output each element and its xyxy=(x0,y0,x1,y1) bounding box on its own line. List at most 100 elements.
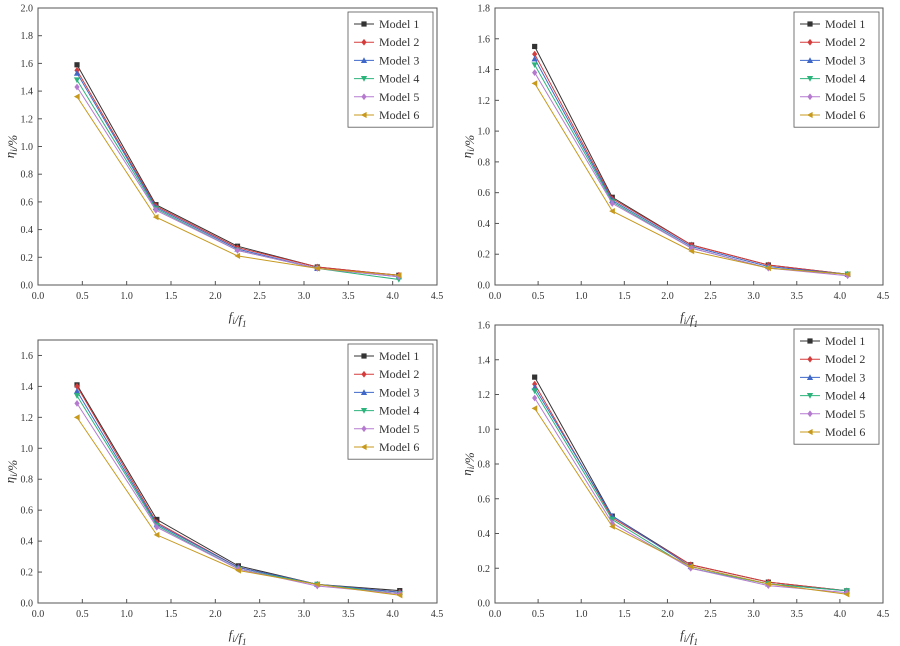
legend-swatch-marker xyxy=(806,393,814,399)
legend: Model 1 Model 2 Model 3 Model 4 Model 5 Model… xyxy=(347,11,434,128)
x-tick-label: 1.5 xyxy=(618,609,631,620)
y-tick-label: 0.4 xyxy=(478,529,491,540)
y-axis-label: ηi/% xyxy=(459,452,477,476)
legend-label: Model 5 xyxy=(379,90,419,104)
x-tick-label: 3.5 xyxy=(342,291,355,302)
legend-label: Model 6 xyxy=(825,108,865,122)
x-tick-label: 4.0 xyxy=(386,291,399,302)
y-tick-label: 1.4 xyxy=(478,355,491,366)
legend-swatch-marker xyxy=(361,93,367,101)
x-axis-label: fi/f1 xyxy=(680,627,698,646)
legend-swatch-marker xyxy=(806,428,813,436)
y-tick-label: 0.2 xyxy=(478,250,491,261)
x-tick-label: 2.0 xyxy=(661,291,674,302)
y-tick-label: 0.8 xyxy=(21,475,34,486)
y-tick-label: 0.2 xyxy=(21,253,34,264)
x-tick-label: 1.5 xyxy=(165,609,178,620)
x-tick-label: 2.0 xyxy=(661,609,674,620)
x-tick-label: 3.0 xyxy=(747,291,760,302)
data-point-model-5 xyxy=(153,206,159,214)
y-tick-label: 1.0 xyxy=(21,142,34,153)
y-tick-label: 0.2 xyxy=(21,568,34,579)
y-tick-label: 0.6 xyxy=(21,506,34,517)
x-tick-label: 4.0 xyxy=(386,609,399,620)
x-tick-label: 1.0 xyxy=(120,609,133,620)
y-tick-label: 1.0 xyxy=(478,425,491,436)
y-tick-label: 0.0 xyxy=(21,599,34,610)
chart-panel-1: 0.0 0.5 1.0 1.5 2.0 2.5 3.0 3.5 4.0 4.5 0.0 0.2 0.4 0… xyxy=(2,4,443,330)
x-tick-label: 0.0 xyxy=(32,291,45,302)
legend-swatch-marker xyxy=(807,21,813,27)
legend-swatch-marker xyxy=(806,57,814,63)
data-point-model-6 xyxy=(765,580,771,588)
legend-swatch-marker xyxy=(360,408,368,414)
data-point-model-2 xyxy=(532,380,538,388)
x-tick-label: 2.5 xyxy=(253,609,266,620)
legend-swatch-marker xyxy=(360,389,368,395)
legend-swatch-marker xyxy=(807,410,813,418)
legend-swatch-marker xyxy=(807,355,813,363)
data-point-model-1 xyxy=(532,43,538,50)
x-tick-label: 4.0 xyxy=(834,291,847,302)
legend-swatch-marker xyxy=(361,370,367,378)
legend-label: Model 4 xyxy=(825,389,865,403)
legend-label: Model 1 xyxy=(379,349,419,363)
data-point-model-6 xyxy=(395,272,402,279)
x-axis-label: fi/f1 xyxy=(229,627,247,646)
data-point-model-1 xyxy=(532,374,538,380)
legend-label: Model 2 xyxy=(825,35,865,49)
x-tick-label: 1.0 xyxy=(120,291,133,302)
y-axis-label: ηi/% xyxy=(2,460,20,484)
legend-label: Model 2 xyxy=(379,367,419,381)
data-point-model-6 xyxy=(396,592,403,599)
x-tick-label: 3.0 xyxy=(298,609,311,620)
x-tick-label: 0.0 xyxy=(32,609,45,620)
y-tick-label: 1.6 xyxy=(21,351,34,362)
legend-label: Model 4 xyxy=(379,404,419,418)
x-tick-label: 0.5 xyxy=(532,609,545,620)
y-tick-label: 1.4 xyxy=(21,87,34,98)
legend: Model 1 Model 2 Model 3 Model 4 Model 5 Model… xyxy=(793,11,880,128)
y-tick-label: 1.8 xyxy=(478,4,491,15)
data-point-model-6 xyxy=(234,252,241,260)
legend-label: Model 6 xyxy=(379,440,419,454)
y-tick-label: 0.4 xyxy=(21,537,34,548)
y-tick-label: 1.6 xyxy=(478,321,491,332)
legend-label: Model 3 xyxy=(825,53,865,67)
legend-swatch-marker xyxy=(361,425,367,433)
legend-label: Model 6 xyxy=(379,108,419,122)
x-tick-label: 1.5 xyxy=(618,291,631,302)
legend-swatch-marker xyxy=(361,38,367,46)
plot-frame xyxy=(37,339,438,604)
data-point-model-5 xyxy=(609,200,615,207)
data-point-model-5 xyxy=(532,394,538,402)
data-point-model-6 xyxy=(843,591,850,598)
x-tick-label: 0.5 xyxy=(76,291,89,302)
x-tick-label: 2.5 xyxy=(704,609,717,620)
legend: Model 1 Model 2 Model 3 Model 4 Model 5 Model… xyxy=(793,328,880,445)
legend-swatch-marker xyxy=(360,76,368,82)
legend-swatch-marker xyxy=(360,443,367,451)
data-point-model-6 xyxy=(73,93,80,100)
y-tick-label: 1.4 xyxy=(478,65,491,76)
legend-swatch-marker xyxy=(806,374,814,380)
y-tick-label: 0.6 xyxy=(478,188,491,199)
chart-panel-2: 0.0 0.5 1.0 1.5 2.0 2.5 3.0 3.5 4.0 4.5 0.0 0.2 0.4 0… xyxy=(459,4,889,330)
data-point-model-3 xyxy=(73,69,81,76)
data-point-model-3 xyxy=(73,387,81,394)
y-tick-label: 0.6 xyxy=(478,494,491,505)
data-point-model-6 xyxy=(609,523,615,530)
data-point-model-4 xyxy=(531,62,538,69)
data-point-model-3 xyxy=(531,55,538,62)
legend-box xyxy=(347,11,434,128)
y-axis-label: ηi/% xyxy=(2,135,20,159)
legend-label: Model 4 xyxy=(379,72,419,86)
legend-swatch-marker xyxy=(361,353,367,359)
data-point-model-6 xyxy=(153,531,160,539)
x-tick-label: 4.5 xyxy=(877,291,890,302)
x-tick-label: 3.0 xyxy=(747,609,760,620)
data-point-model-6 xyxy=(73,414,80,421)
x-tick-label: 4.5 xyxy=(431,291,444,302)
data-point-model-6 xyxy=(531,80,538,87)
data-point-model-4 xyxy=(73,77,81,84)
